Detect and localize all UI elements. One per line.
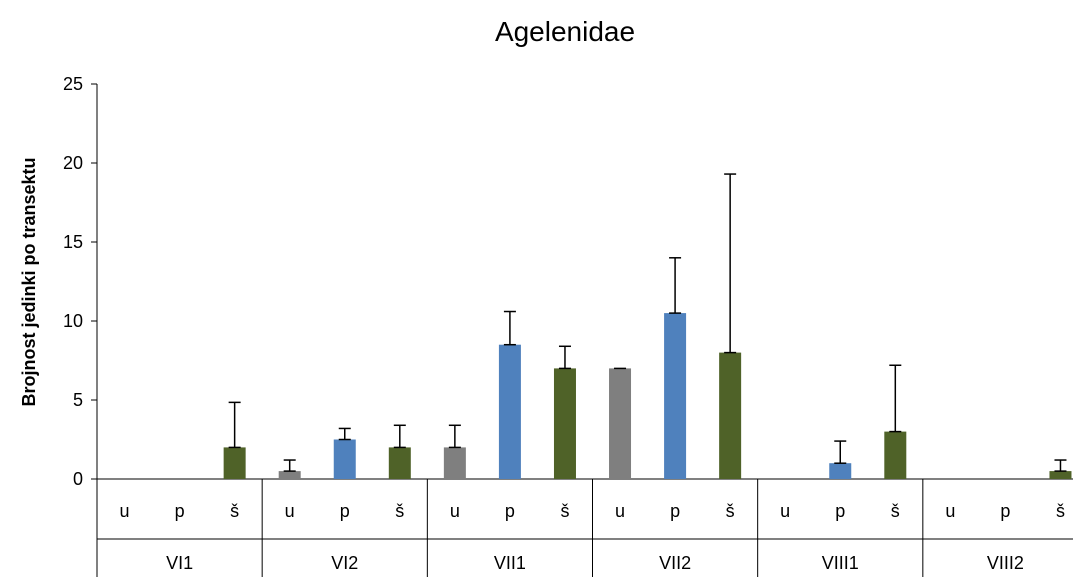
- bar: [664, 313, 687, 479]
- chart-title: Agelenidae: [495, 16, 635, 47]
- group-label: VII2: [659, 553, 691, 573]
- y-tick-label: 20: [63, 153, 83, 173]
- bar: [498, 344, 521, 479]
- bar: [443, 447, 466, 479]
- y-tick-label: 25: [63, 74, 83, 94]
- plot-area: 0 5 10 15 20 25 u p š VI1 u p š VI2 u p š VII1 u p š VII2 u p š V…: [63, 74, 1073, 577]
- group-label: VIII1: [822, 553, 859, 573]
- category-label: u: [945, 501, 955, 521]
- y-tick-label: 0: [73, 469, 83, 489]
- category-label: u: [285, 501, 295, 521]
- bar: [829, 463, 852, 479]
- category-label: š: [891, 501, 900, 521]
- category-label: p: [175, 501, 185, 521]
- bar: [333, 439, 356, 479]
- bar: [719, 352, 742, 479]
- bar: [223, 447, 246, 479]
- category-label: p: [1000, 501, 1010, 521]
- group-label: VIII2: [987, 553, 1024, 573]
- bar: [388, 447, 411, 479]
- category-label: p: [835, 501, 845, 521]
- y-axis-label: Brojnost jedinki po transektu: [19, 157, 39, 406]
- category-label: u: [780, 501, 790, 521]
- category-label: u: [120, 501, 130, 521]
- group-label: VI2: [331, 553, 358, 573]
- category-label: š: [560, 501, 569, 521]
- category-label: š: [726, 501, 735, 521]
- category-label: p: [670, 501, 680, 521]
- group-label: VII1: [494, 553, 526, 573]
- bar: [278, 471, 301, 479]
- y-tick-label: 15: [63, 232, 83, 252]
- category-label: š: [1056, 501, 1065, 521]
- bar: [1049, 471, 1072, 479]
- category-label: š: [230, 501, 239, 521]
- category-label: š: [395, 501, 404, 521]
- y-tick-label: 10: [63, 311, 83, 331]
- category-label: p: [505, 501, 515, 521]
- category-label: u: [615, 501, 625, 521]
- category-label: u: [450, 501, 460, 521]
- bar: [609, 368, 632, 479]
- group-label: VI1: [166, 553, 193, 573]
- y-tick-label: 5: [73, 390, 83, 410]
- bar: [884, 431, 907, 479]
- bar: [553, 368, 576, 479]
- category-label: p: [340, 501, 350, 521]
